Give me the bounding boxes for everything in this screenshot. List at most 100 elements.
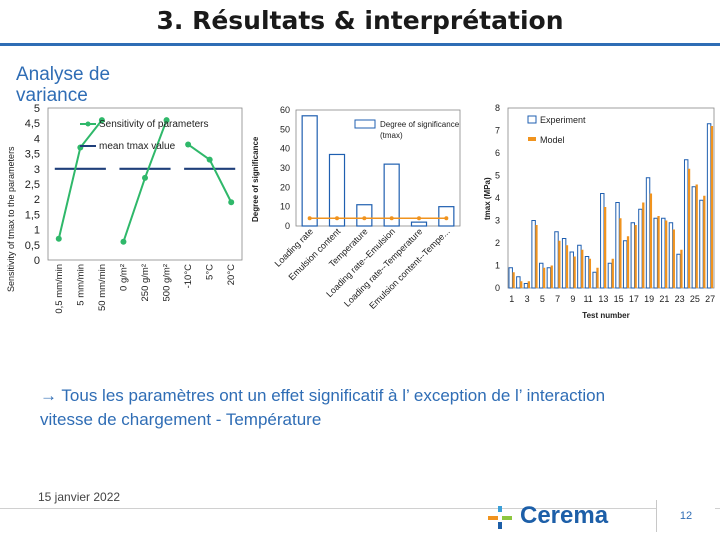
significance-threshold-point bbox=[444, 216, 449, 221]
significance-threshold-point bbox=[362, 216, 367, 221]
tmax-x-tick-label: 7 bbox=[555, 294, 560, 304]
sensitivity-y-tick-label: 4,5 bbox=[25, 118, 40, 130]
sensitivity-x-tick-label: 20°C bbox=[226, 264, 237, 285]
sensitivity-plot-frame bbox=[47, 107, 243, 261]
legend-label-model: Model bbox=[540, 135, 565, 145]
tmax-y-tick-label: 2 bbox=[495, 238, 500, 248]
sensitivity-point bbox=[120, 238, 127, 245]
title-bar: 3. Résultats & interprétation bbox=[0, 0, 720, 44]
tmax-y-ticks: 8 7 6 5 4 3 2 1 0 bbox=[495, 103, 500, 293]
tmax-bar-model bbox=[588, 258, 592, 288]
tmax-bar-model bbox=[535, 225, 538, 288]
tmax-x-axis-label: Test number bbox=[582, 311, 629, 320]
significance-threshold-point bbox=[307, 216, 312, 221]
significance-chart: Degree of significance 60 50 40 30 20 10 0 Loa… bbox=[251, 105, 461, 311]
tmax-bar-experiment bbox=[653, 217, 658, 289]
tmax-x-tick-label: 17 bbox=[629, 294, 639, 304]
tmax-bar-model bbox=[512, 272, 515, 288]
tmax-bar-experiment bbox=[569, 251, 574, 289]
tmax-bar-experiment bbox=[699, 199, 704, 289]
tmax-y-tick-label: 5 bbox=[495, 171, 500, 181]
significance-y-tick-label: 60 bbox=[280, 105, 290, 115]
sensitivity-point bbox=[142, 174, 148, 181]
tmax-x-tick-label: 23 bbox=[675, 294, 685, 304]
tmax-plot-frame bbox=[507, 107, 715, 289]
sensitivity-y-tick-label: 2,5 bbox=[25, 179, 40, 191]
sensitivity-point bbox=[206, 156, 213, 163]
sensitivity-y-ticks: 5 4,5 4 3,5 3 2,5 2 1,5 1 0,5 0 bbox=[25, 103, 40, 267]
legend-label-sensitivity: Sensitivity of parameters bbox=[99, 119, 209, 130]
significance-y-tick-label: 20 bbox=[280, 182, 290, 192]
tmax-y-tick-label: 3 bbox=[495, 216, 500, 226]
tmax-bar-model bbox=[520, 281, 523, 288]
significance-y-axis-label: Degree of significance bbox=[251, 136, 260, 222]
sensitivity-series bbox=[55, 117, 235, 245]
tmax-bar-experiment bbox=[539, 262, 544, 289]
significance-y-tick-label: 30 bbox=[280, 163, 290, 173]
tmax-bar-model bbox=[687, 168, 691, 288]
tmax-bar-experiment bbox=[645, 177, 651, 289]
tmax-x-tick-label: 3 bbox=[525, 294, 530, 304]
legend-marker-sensitivity bbox=[85, 121, 91, 127]
tmax-bar-model bbox=[603, 207, 607, 288]
cerema-logo: Cerema bbox=[486, 500, 626, 532]
significance-y-tick-label: 10 bbox=[280, 202, 290, 212]
significance-threshold-point bbox=[417, 216, 421, 221]
title-divider bbox=[0, 43, 720, 46]
tmax-bar-model bbox=[634, 225, 637, 288]
tmax-x-tick-label: 13 bbox=[598, 294, 608, 304]
tmax-bar-experiment bbox=[668, 222, 674, 289]
significance-threshold-point bbox=[389, 216, 394, 221]
tmax-bar-experiment bbox=[584, 256, 590, 289]
legend-label-significance: Degree of significance (tmax) bbox=[380, 120, 461, 140]
tmax-x-tick-label: 19 bbox=[644, 294, 654, 304]
sensitivity-chart: Sensitivity of tmax to the parameters 5 4… bbox=[6, 103, 243, 314]
tmax-bar-experiment bbox=[592, 271, 597, 289]
sensitivity-point bbox=[228, 199, 235, 206]
sensitivity-x-tick-label: 0 g/m² bbox=[118, 264, 129, 291]
tmax-x-tick-label: 11 bbox=[583, 294, 592, 304]
tmax-bar-experiment bbox=[622, 240, 628, 289]
tmax-bar-experiment bbox=[706, 123, 712, 289]
tmax-bar-experiment bbox=[516, 276, 521, 289]
sensitivity-point bbox=[185, 141, 192, 148]
sensitivity-point bbox=[163, 117, 170, 124]
sensitivity-point bbox=[55, 235, 62, 242]
sensitivity-x-tick-label: 250 g/m² bbox=[140, 264, 151, 302]
tmax-bar-experiment bbox=[531, 220, 536, 289]
tmax-x-tick-label: 25 bbox=[690, 294, 700, 304]
legend-swatch-significance bbox=[354, 119, 376, 129]
tmax-bar-model bbox=[680, 249, 683, 288]
significance-bar bbox=[301, 115, 318, 227]
tmax-x-tick-label: 27 bbox=[705, 294, 715, 304]
sensitivity-x-tick-label: -10°C bbox=[183, 264, 194, 289]
significance-y-ticks: 60 50 40 30 20 10 0 bbox=[280, 105, 290, 231]
sensitivity-legend: Sensitivity of parameters mean tmax valu… bbox=[80, 119, 209, 152]
tmax-bar-model bbox=[581, 249, 584, 288]
sensitivity-y-tick-label: 3 bbox=[34, 164, 40, 176]
slide-title: 3. Résultats & interprétation bbox=[156, 6, 564, 35]
tmax-bar-experiment bbox=[630, 222, 636, 289]
sensitivity-x-tick-label: 50 mm/min bbox=[97, 264, 108, 311]
tmax-bar-model bbox=[710, 126, 714, 288]
sensitivity-y-tick-label: 5 bbox=[34, 103, 40, 115]
sensitivity-y-tick-label: 4 bbox=[34, 133, 40, 145]
significance-plot-frame bbox=[295, 109, 461, 227]
tmax-bar-model bbox=[565, 245, 569, 288]
footer-divider bbox=[0, 508, 720, 509]
tmax-bar-model bbox=[649, 193, 653, 288]
charts-canvas: Sensitivity of tmax to the parameters 5 4… bbox=[6, 103, 715, 320]
tmax-bar-model bbox=[657, 216, 660, 288]
sensitivity-y-tick-label: 0,5 bbox=[25, 240, 40, 252]
tmax-bar-model bbox=[665, 220, 668, 288]
tmax-x-ticks: 1 3 5 7 9 11 13 15 17 19 21 23 25 27 bbox=[509, 294, 715, 304]
tmax-x-tick-label: 9 bbox=[570, 294, 575, 304]
sensitivity-x-tick-label: 500 g/m² bbox=[162, 264, 173, 302]
tmax-bar-experiment bbox=[508, 267, 513, 289]
tmax-bar-experiment bbox=[554, 231, 559, 289]
significance-y-tick-label: 40 bbox=[280, 144, 290, 154]
tmax-bar-experiment bbox=[683, 159, 689, 289]
